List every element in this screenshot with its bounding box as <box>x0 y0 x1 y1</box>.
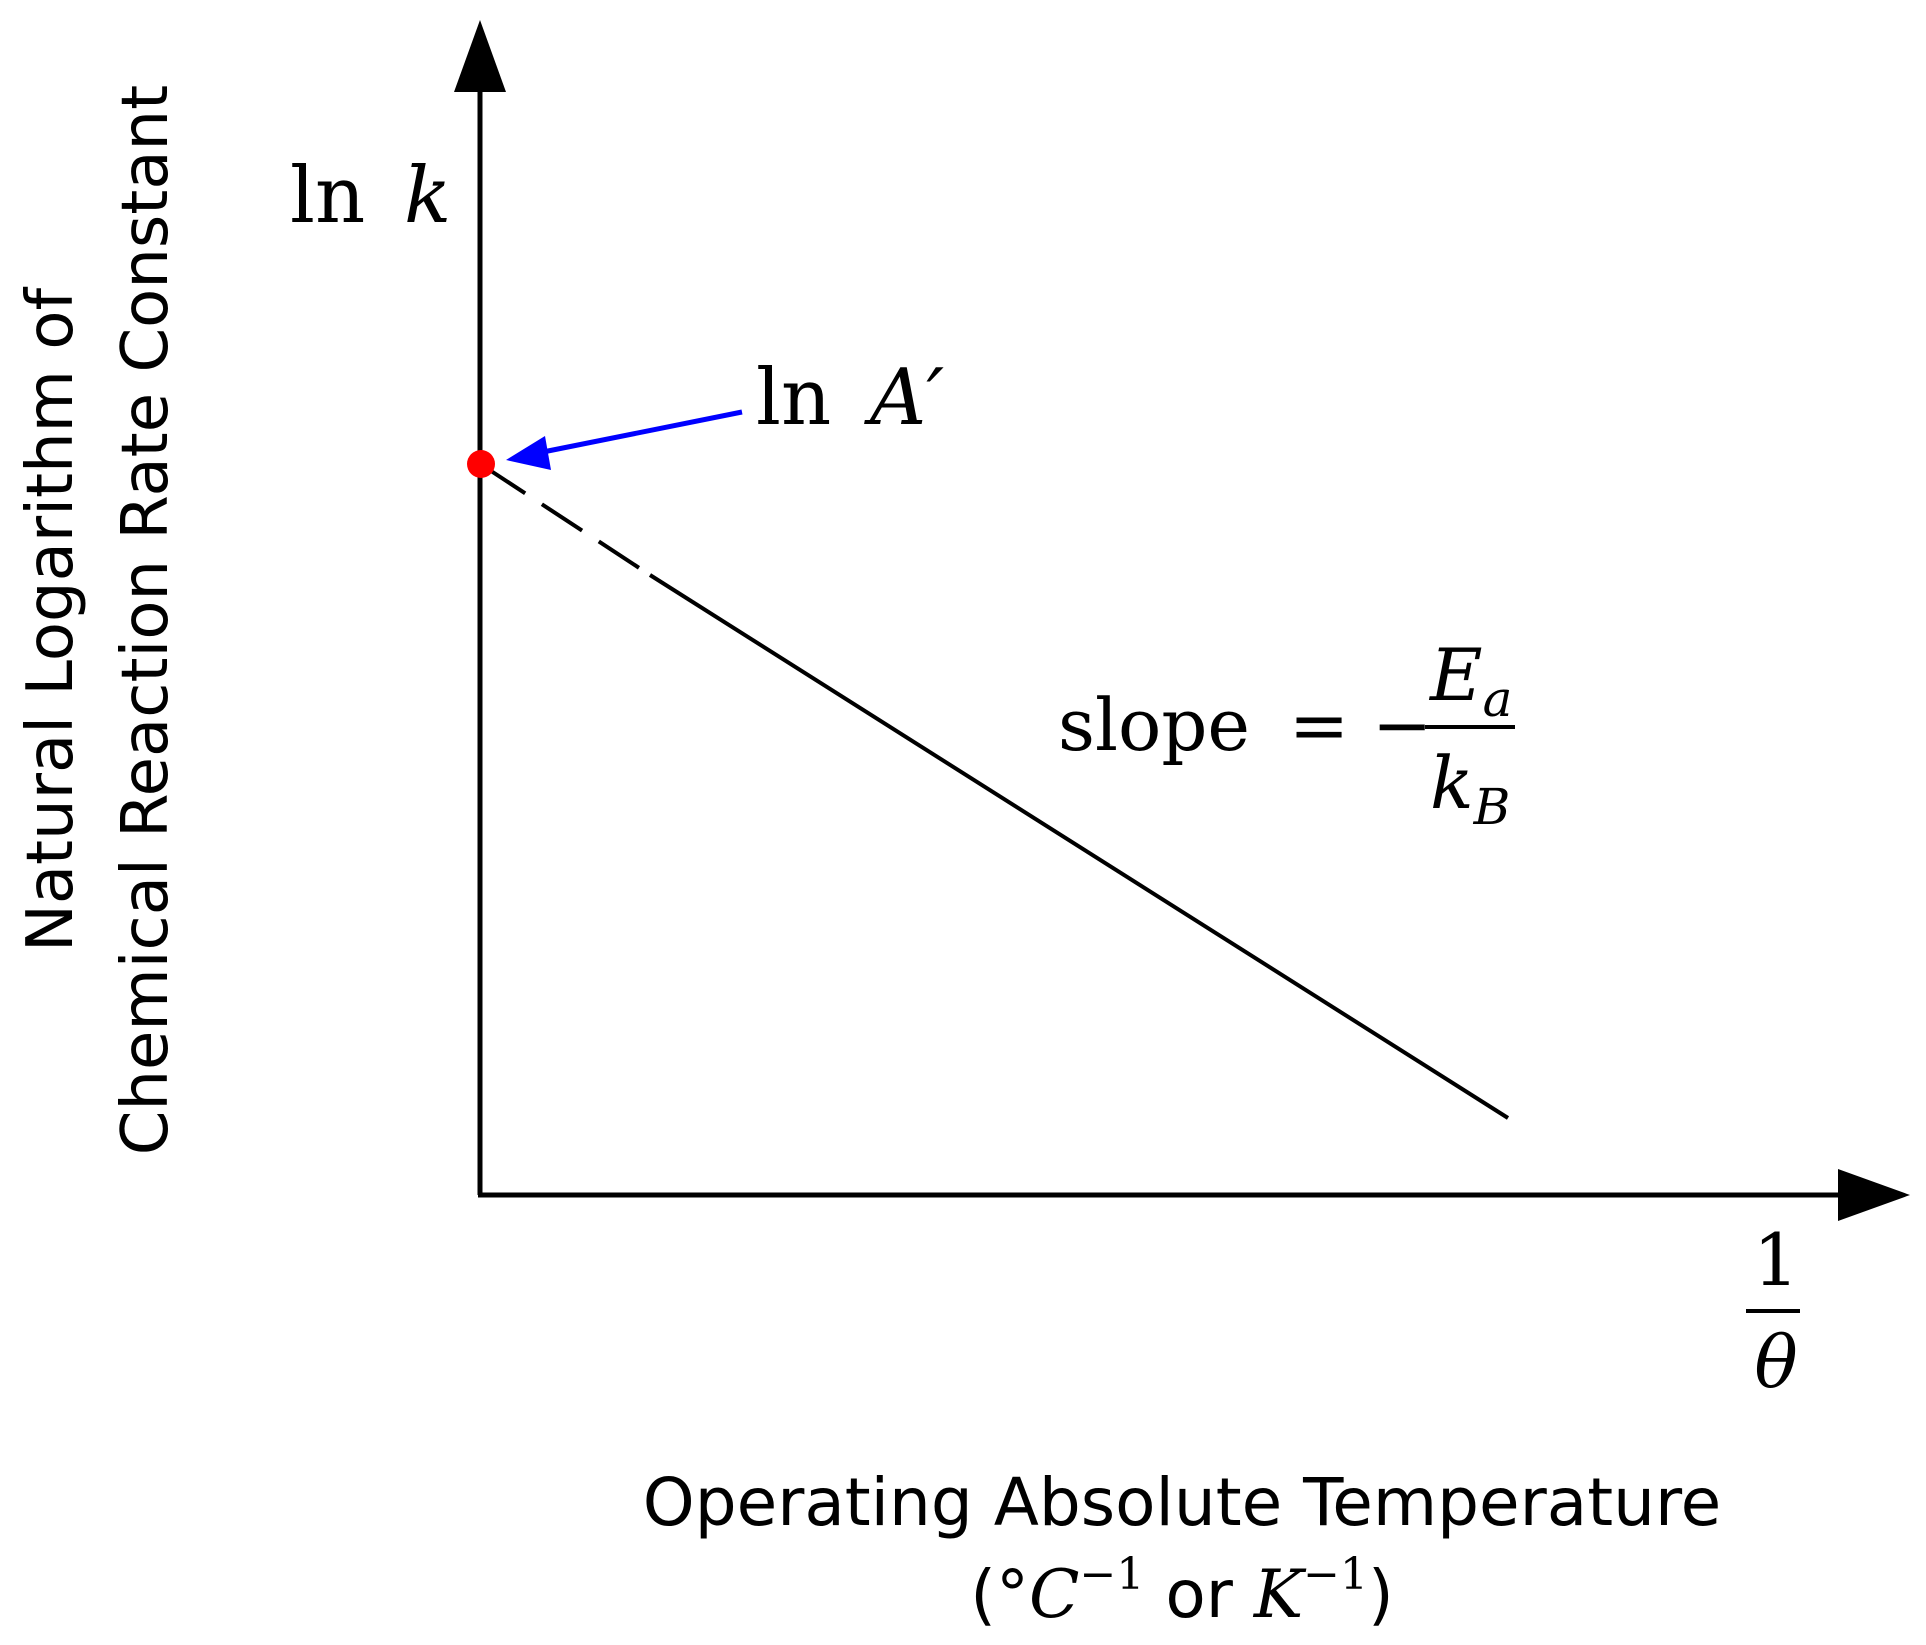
slope-numerator: Ea <box>1428 633 1512 728</box>
y-axis-title-line2: Chemical Reaction Rate Constant <box>109 85 183 1155</box>
x-axis-units-exp1: −1 <box>1079 1549 1144 1600</box>
slope-label-text: slope = − <box>1058 683 1432 767</box>
slope-label-word: slope <box>1058 683 1250 767</box>
x-axis-units-exp2: −1 <box>1303 1549 1368 1600</box>
x-axis-units-k: K <box>1253 1556 1307 1633</box>
y-axis-symbol: ln k <box>290 151 451 241</box>
y-axis-symbol-var: k <box>404 151 451 241</box>
intercept-label-var: A′ <box>864 353 944 443</box>
slope-den-var: k <box>1430 741 1474 825</box>
x-axis-symbol-numerator: 1 <box>1753 1218 1799 1302</box>
x-axis-units-c: C <box>1029 1556 1080 1633</box>
y-axis-title: Natural Logarithm of Chemical Reaction R… <box>14 85 183 1155</box>
y-axis-arrowhead-icon <box>454 20 506 92</box>
intercept-label-fn: ln <box>756 353 831 443</box>
slope-denominator: kB <box>1430 741 1510 836</box>
slope-num-var: E <box>1428 633 1483 717</box>
regression-line <box>648 573 1510 1120</box>
y-axis-title-line1: Natural Logarithm of <box>14 287 88 953</box>
x-axis-units-close: ) <box>1368 1556 1394 1633</box>
extrapolation-dashed-line <box>483 465 652 577</box>
intercept-arrow-icon <box>527 409 743 458</box>
intercept-point <box>467 450 495 478</box>
intercept-label: ln A′ <box>756 353 944 443</box>
x-axis-units-or: or <box>1144 1556 1253 1633</box>
intercept-arrowhead-icon <box>506 436 551 470</box>
x-axis-arrowhead-icon <box>1838 1169 1910 1221</box>
x-axis-units-open: (° <box>970 1556 1029 1633</box>
slope-den-sub: B <box>1473 778 1511 836</box>
slope-num-sub: a <box>1483 670 1513 728</box>
y-axis-symbol-fn: ln <box>290 151 365 241</box>
slope-label-eq: = − <box>1289 683 1433 767</box>
x-axis-units: (°C−1 or K−1) <box>970 1549 1394 1633</box>
x-axis-title: Operating Absolute Temperature <box>643 1464 1721 1541</box>
x-axis-symbol-denominator: θ <box>1754 1320 1797 1404</box>
